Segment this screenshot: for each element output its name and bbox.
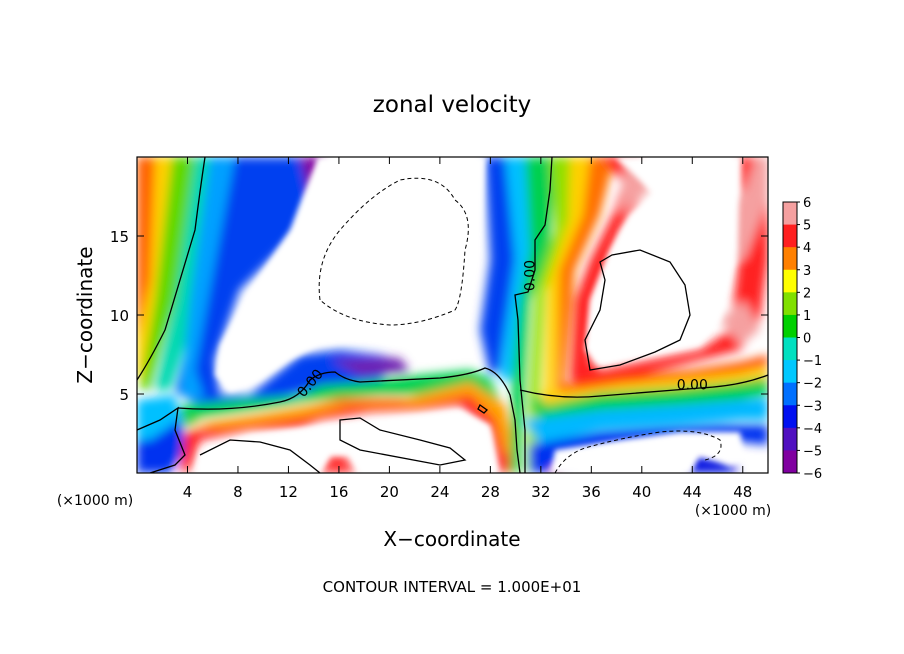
x-tick-label: 36	[582, 483, 601, 501]
x-tick-label: 12	[279, 483, 298, 501]
colorbar-swatch	[783, 382, 797, 406]
x-axis-ticks: 4 8 12 16 20 24 28 32 36 40 44 48	[183, 157, 752, 501]
colorbar-tick-label: 3	[803, 264, 811, 279]
colorbar-tick-label: −5	[803, 444, 822, 459]
x-tick-label: 4	[183, 483, 193, 501]
colorbar-tick-label: 5	[803, 219, 811, 234]
colorbar-tick-label: 4	[803, 241, 811, 256]
x-tick-label: 44	[683, 483, 702, 501]
colorbar-swatch	[783, 202, 797, 226]
x-tick-label: 48	[733, 483, 752, 501]
colorbar-tick-label: −1	[803, 354, 822, 369]
x-tick-label: 8	[233, 483, 243, 501]
colorbar-swatch	[783, 337, 797, 361]
colorbar-tick-label: 0	[803, 332, 811, 347]
colorbar-swatch	[783, 427, 797, 451]
y-axis-ticks: 5 10 15	[110, 228, 768, 404]
heatmap-field	[137, 157, 768, 473]
colorbar-swatch	[783, 224, 797, 248]
x-tick-label: 16	[329, 483, 348, 501]
colorbar-swatch	[783, 292, 797, 316]
colorbar-swatch	[783, 405, 797, 429]
y-tick-label: 10	[110, 307, 129, 325]
x-tick-label: 32	[531, 483, 550, 501]
colorbar-swatch	[783, 450, 797, 474]
x-unit-left: (×1000 m)	[57, 493, 133, 509]
x-tick-label: 24	[430, 483, 449, 501]
colorbar-swatch	[783, 269, 797, 293]
colorbar-swatch	[783, 314, 797, 338]
colorbar-tick-label: −4	[803, 422, 822, 437]
x-tick-label: 20	[380, 483, 399, 501]
colorbar-tick-label: −2	[803, 377, 822, 392]
colorbar	[782, 201, 798, 474]
colorbar-swatch	[783, 360, 797, 384]
colorbar-labels: 6 5 4 3 2 1 0 −1 −2 −3 −4 −5 −6	[797, 196, 822, 482]
chart-title: zonal velocity	[373, 92, 531, 118]
colorbar-tick-label: −3	[803, 399, 822, 414]
contour-label: 0.00	[523, 260, 539, 291]
contour-label: 0.00	[677, 377, 708, 393]
colorbar-tick-label: 1	[803, 309, 811, 324]
x-axis-label: X−coordinate	[383, 527, 520, 551]
contour-interval-footer: CONTOUR INTERVAL = 1.000E+01	[323, 578, 582, 596]
x-unit-right: (×1000 m)	[695, 503, 771, 519]
y-tick-label: 5	[119, 386, 129, 404]
colorbar-tick-label: 6	[803, 196, 811, 211]
colorbar-swatch	[783, 247, 797, 271]
colorbar-tick-label: 2	[803, 286, 811, 301]
y-tick-label: 15	[110, 228, 129, 246]
x-tick-label: 40	[632, 483, 651, 501]
x-tick-label: 28	[481, 483, 500, 501]
colorbar-tick-label: −6	[803, 467, 822, 482]
y-axis-label: Z−coordinate	[73, 246, 97, 383]
